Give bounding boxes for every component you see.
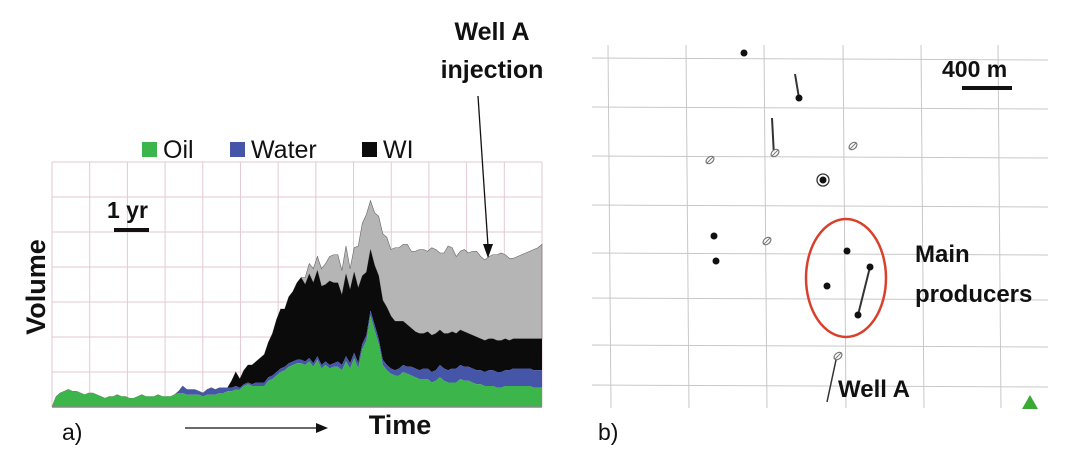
map-grid-line <box>685 44 690 409</box>
chart-areas <box>51 199 543 408</box>
legend-label-water: Water <box>251 136 317 164</box>
legend: Oil Water WI <box>142 136 414 164</box>
producer-well <box>823 282 831 290</box>
map-grid-line <box>842 44 847 409</box>
x-axis-label: Time <box>369 410 432 440</box>
injector-icon <box>848 141 858 151</box>
panel-b: 400 m <box>591 44 1049 445</box>
map-grid-line <box>591 204 1049 208</box>
legend-label-oil: Oil <box>163 136 194 164</box>
map-grid-line <box>591 155 1049 159</box>
main-producers-label-line-1: Main <box>915 241 970 268</box>
map-grid-line <box>591 106 1049 110</box>
injector-ring <box>816 173 830 187</box>
legend-label-wi: WI <box>383 136 414 164</box>
producer-well <box>712 257 720 265</box>
map-grid-line <box>591 252 1049 256</box>
annotation-line-2: injection <box>441 56 544 84</box>
producer-well <box>866 263 874 271</box>
injector-icon <box>770 148 780 158</box>
legend-swatch-oil <box>142 142 157 157</box>
map-grid-line <box>763 44 768 409</box>
map-scale-label: 400 m <box>942 56 1007 82</box>
producer-well <box>795 94 803 102</box>
panel-a: Oil Water WI 1 yr Well A injection Volum… <box>21 18 543 445</box>
map-grid-line <box>607 44 612 409</box>
map-grid-line <box>591 344 1049 348</box>
panel-a-caption: a) <box>62 419 82 445</box>
area-series-total <box>51 199 543 408</box>
annotation-arrowhead <box>483 244 493 258</box>
y-axis-label: Volume <box>21 239 51 335</box>
annotation-arrow <box>477 95 489 247</box>
injector-icon <box>762 236 772 246</box>
well-trajectory <box>794 73 800 99</box>
panel-b-caption: b) <box>598 419 618 445</box>
map-grid-line <box>591 297 1049 301</box>
well-a-trajectory <box>826 359 837 403</box>
injector-icon <box>705 155 715 165</box>
area-series-wi <box>52 249 542 407</box>
scale-bar-label: 1 yr <box>107 197 148 223</box>
producer-well <box>854 311 862 319</box>
injector-icon <box>833 351 843 361</box>
producer-well <box>710 232 718 240</box>
main-producers-label-line-2: producers <box>915 281 1032 308</box>
main-producers-highlight <box>804 217 888 339</box>
annotation-line-1: Well A <box>454 18 529 46</box>
map-grid <box>591 44 1049 409</box>
map-grid-line <box>591 384 1049 388</box>
well-trajectory <box>857 266 871 316</box>
well-a-label: Well A <box>838 376 910 403</box>
legend-swatch-wi <box>362 142 377 157</box>
producer-well <box>740 49 748 57</box>
map-grid-line <box>997 44 1002 409</box>
producer-well <box>843 247 851 255</box>
producer-well <box>819 176 827 184</box>
green-triangle-icon <box>1022 395 1038 409</box>
map-grid-line <box>591 57 1049 61</box>
area-series-oil <box>52 316 542 407</box>
map-grid-line <box>920 44 925 409</box>
legend-swatch-water <box>230 142 245 157</box>
time-arrowhead <box>316 423 328 433</box>
